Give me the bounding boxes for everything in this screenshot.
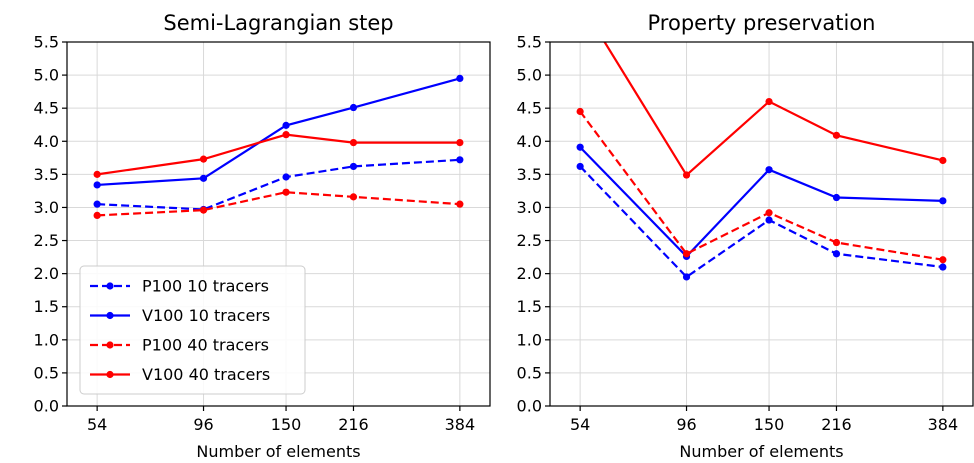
ticks-left: 0.0 0.5 1.0 1.5 2.0 2.5 3.0 3.5 4.0 4.5 5.0 5.5 54 96… — [34, 33, 476, 435]
y-tick-label: 4.0 — [517, 132, 542, 151]
legend-marker — [106, 282, 114, 290]
plot-frame-left — [66, 41, 491, 407]
y-tick-label: 2.0 — [34, 264, 59, 283]
y-tick-label: 0.0 — [517, 397, 542, 416]
data-point — [199, 206, 208, 214]
y-tick-label: 2.0 — [517, 264, 542, 283]
x-tick-label: 54 — [570, 415, 590, 434]
y-tick-label: 5.0 — [34, 66, 59, 85]
data-point — [576, 143, 584, 151]
data-point — [682, 171, 691, 179]
y-tick-label: 1.5 — [517, 297, 542, 316]
y-tick-label: 0.5 — [517, 363, 542, 382]
y-tick-label: 3.5 — [517, 165, 542, 184]
legend: P100 10 tracers V100 10 tracers P100 40 tr… — [79, 265, 306, 395]
plot-frame-right — [549, 41, 974, 407]
y-tick-label: 4.5 — [34, 99, 59, 118]
y-tick-label: 1.5 — [34, 297, 59, 316]
data-point — [832, 193, 841, 202]
legend-marker — [106, 311, 114, 320]
data-point — [576, 107, 584, 116]
y-tick-label: 1.0 — [34, 330, 59, 349]
y-tick-label: 4.5 — [517, 99, 542, 118]
data-point — [577, 0, 584, 6]
x-tick-label: 54 — [87, 415, 107, 434]
x-tick-label: 96 — [193, 415, 213, 434]
data-point — [939, 197, 947, 205]
y-tick-label: 3.5 — [34, 165, 59, 184]
data-point — [456, 200, 464, 208]
chart-title-right: Property preservation — [648, 11, 876, 35]
data-point — [93, 200, 101, 208]
y-tick-label: 5.5 — [517, 33, 542, 52]
series-line — [97, 191, 460, 217]
data-point — [199, 174, 208, 182]
legend-marker — [106, 370, 114, 379]
x-tick-label: 216 — [338, 415, 369, 434]
data-point — [93, 181, 101, 189]
data-point — [349, 103, 358, 112]
data-point — [282, 173, 290, 181]
y-tick-label: 0.5 — [34, 363, 59, 382]
y-tick-label: 0.0 — [34, 397, 59, 416]
data-point — [349, 162, 358, 171]
data-point — [682, 273, 691, 281]
y-tick-label: 1.0 — [517, 330, 542, 349]
x-tick-label: 150 — [754, 415, 785, 434]
y-tick-label: 2.5 — [34, 231, 59, 250]
x-tick-label: 96 — [676, 415, 696, 434]
data-point — [349, 138, 358, 147]
data-point — [576, 162, 584, 171]
data-point — [765, 216, 773, 224]
chart-panel-left: Semi-Lagrangian step 0.0 0.5 1.0 1.5 2.0 2.5 3… — [34, 11, 491, 461]
data-point — [282, 188, 290, 196]
data-point — [349, 193, 358, 201]
data-point — [832, 238, 841, 247]
data-point — [939, 256, 947, 264]
legend-label: P100 10 tracers — [142, 277, 269, 296]
x-tick-label: 150 — [271, 415, 302, 434]
data-point — [765, 166, 773, 174]
data-point — [765, 209, 773, 217]
ticks-right: 0.0 0.5 1.0 1.5 2.0 2.5 3.0 3.5 4.0 4.5 5.0 5.5 54 96… — [517, 33, 959, 435]
y-tick-label: 3.0 — [34, 198, 59, 217]
x-tick-label: 384 — [445, 415, 476, 434]
x-tick-label: 216 — [821, 415, 852, 434]
y-tick-label: 2.5 — [517, 231, 542, 250]
series-line — [579, 110, 944, 261]
data-point — [282, 131, 290, 139]
data-point — [282, 121, 290, 129]
y-tick-label: 5.0 — [517, 66, 542, 85]
chart-title-left: Semi-Lagrangian step — [163, 11, 393, 35]
legend-marker — [106, 341, 114, 349]
y-tick-label: 4.0 — [34, 132, 59, 151]
x-axis-label-right: Number of elements — [679, 442, 843, 461]
legend-label: V100 10 tracers — [142, 306, 270, 325]
data-point — [456, 156, 464, 164]
chart-panel-right: Property preservation 0.0 0.5 1.0 1.5 2.0 2.5… — [517, 0, 974, 461]
data-point — [939, 263, 947, 271]
data-point — [832, 131, 841, 139]
legend-box — [79, 265, 306, 395]
series-line — [97, 77, 461, 187]
x-tick-label: 384 — [928, 415, 959, 434]
data-point — [682, 250, 691, 258]
data-point — [93, 170, 101, 178]
x-axis-label-left: Number of elements — [196, 442, 360, 461]
y-tick-label: 5.5 — [34, 33, 59, 52]
data-point — [93, 211, 101, 219]
data-point — [939, 156, 947, 165]
y-tick-label: 3.0 — [517, 198, 542, 217]
data-point — [456, 138, 464, 147]
data-point — [199, 155, 208, 163]
series-group-right — [576, 0, 947, 281]
series-group-left — [93, 74, 464, 219]
data-point — [456, 74, 464, 82]
data-point — [765, 97, 773, 106]
series-line — [96, 133, 460, 176]
legend-label: V100 40 tracers — [142, 365, 270, 384]
legend-label: P100 40 tracers — [142, 336, 269, 355]
data-point — [832, 250, 841, 258]
